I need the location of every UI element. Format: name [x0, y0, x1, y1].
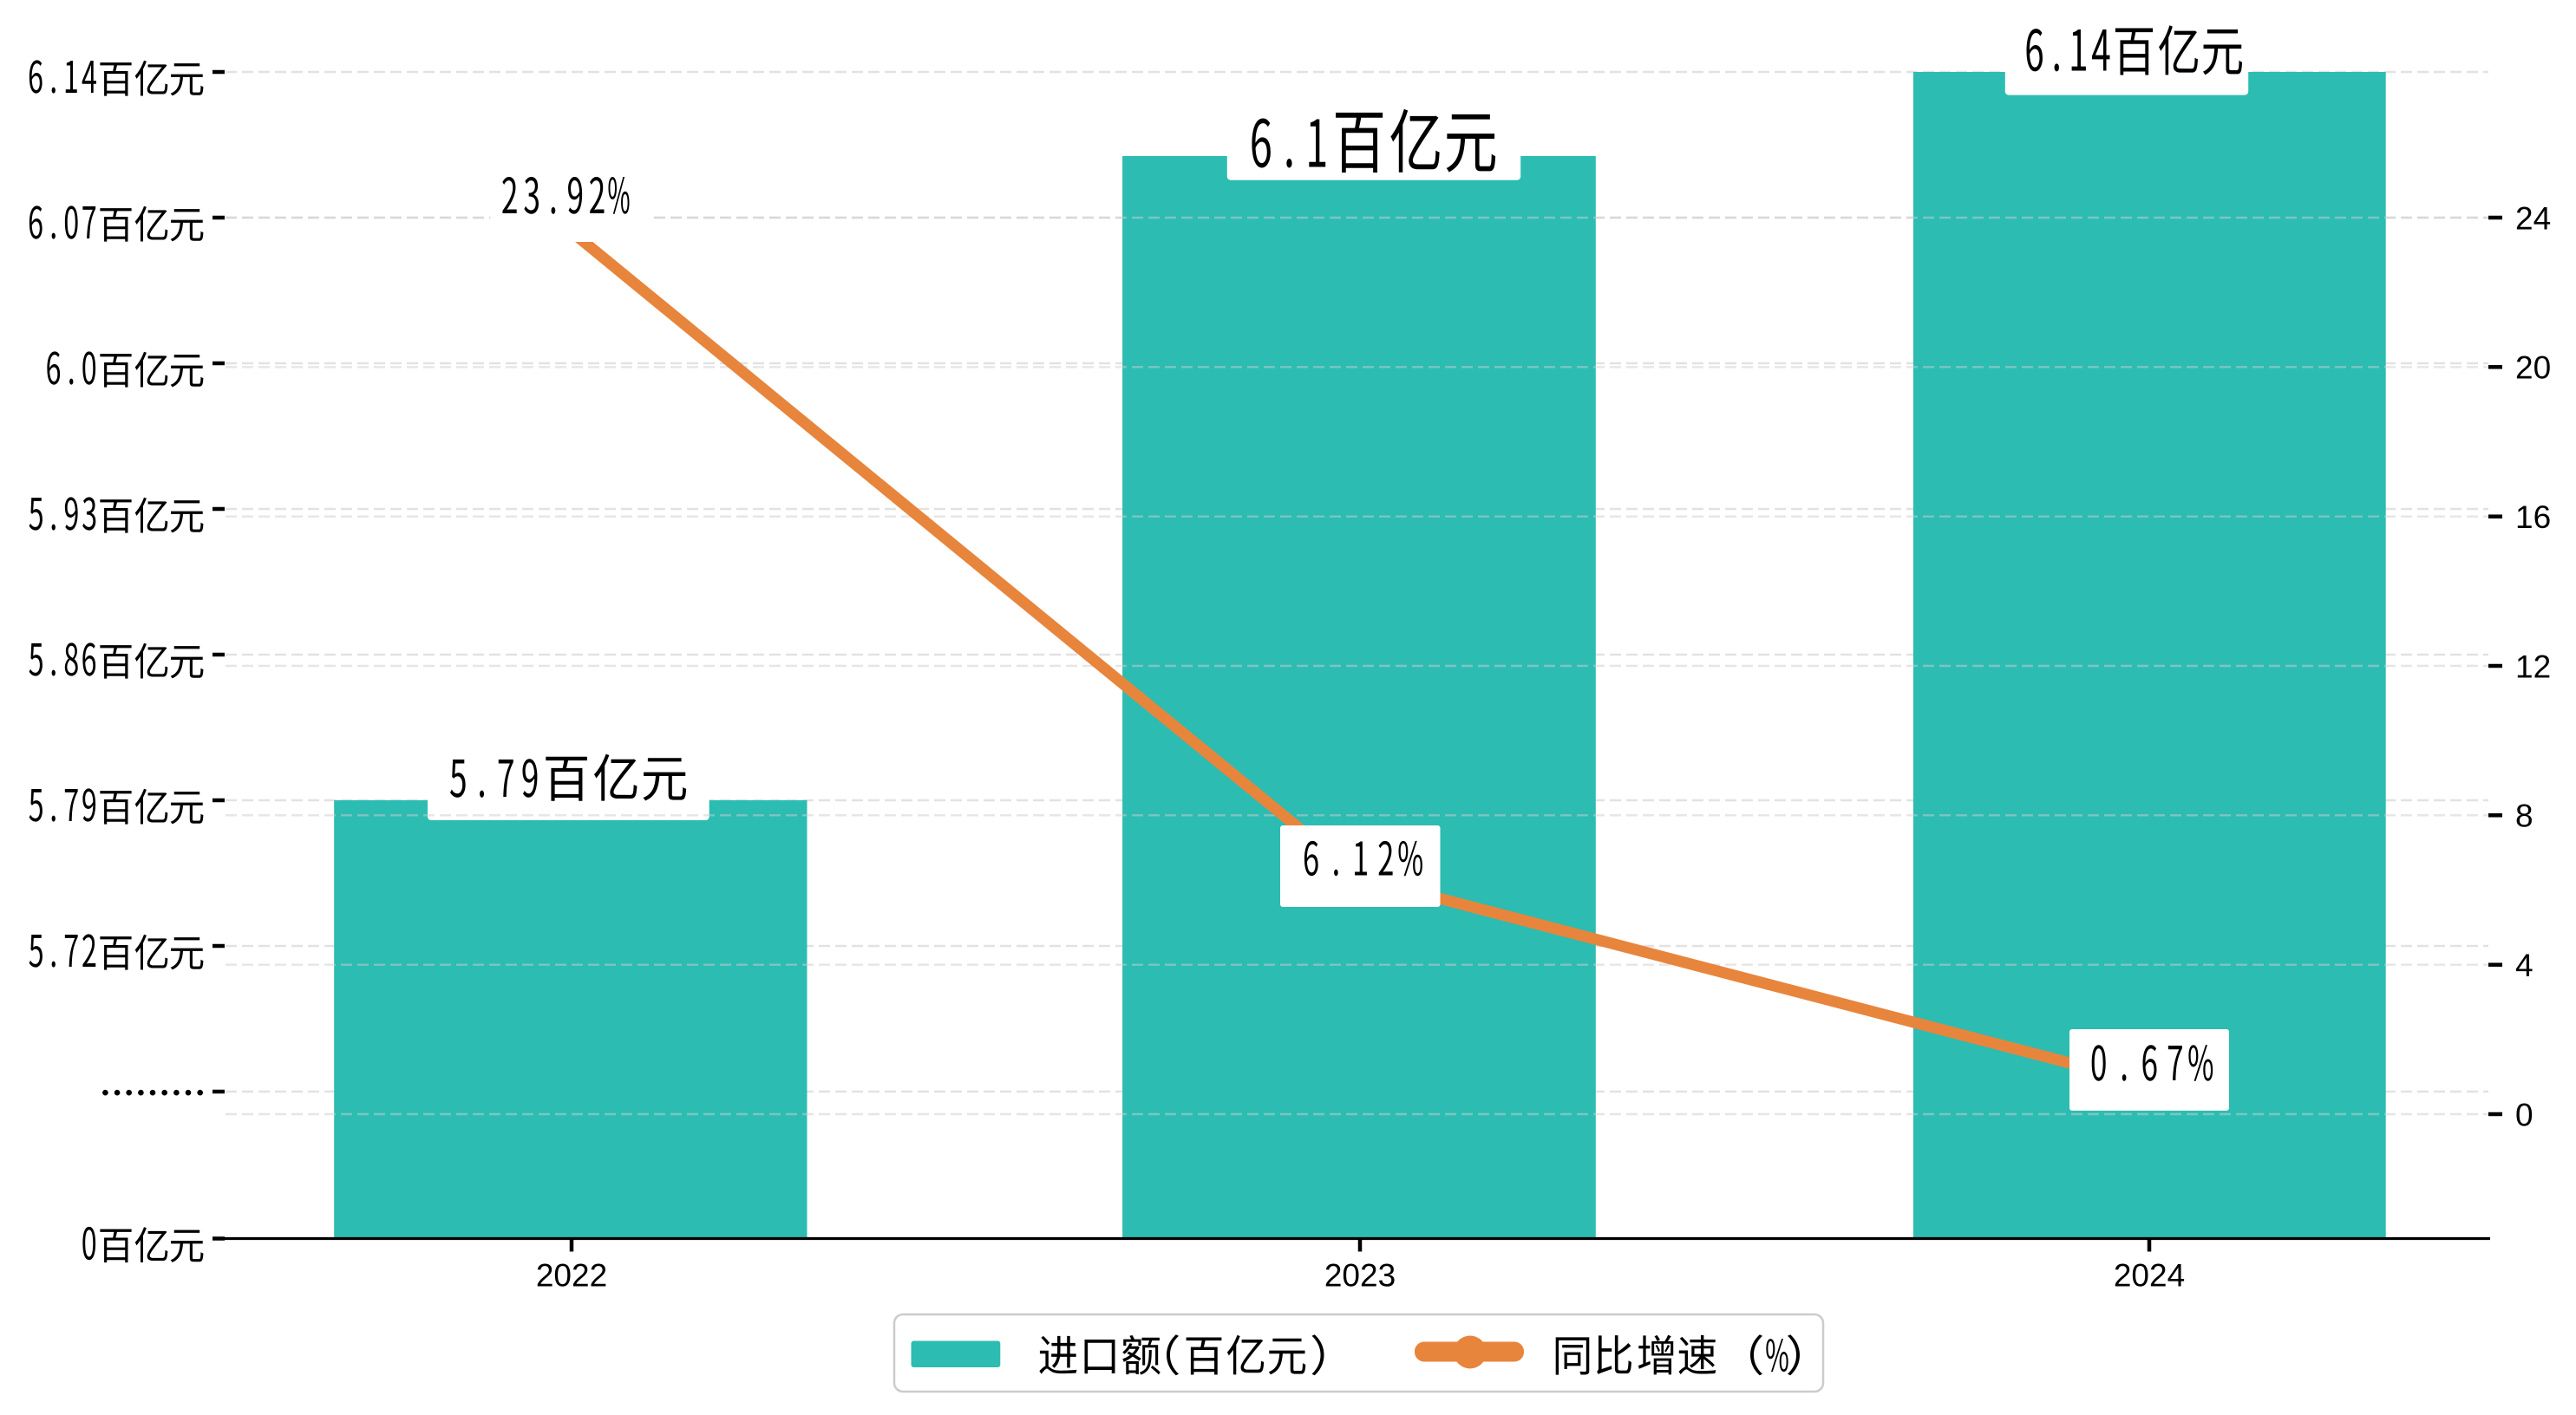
svg-text:16: 16	[2515, 499, 2551, 535]
svg-text:20: 20	[2515, 350, 2551, 386]
svg-text:12: 12	[2515, 649, 2551, 684]
svg-text:8: 8	[2515, 799, 2534, 834]
svg-text:2023: 2023	[1324, 1258, 1396, 1294]
svg-text:2024: 2024	[2114, 1258, 2185, 1294]
svg-text:0: 0	[2515, 1097, 2534, 1132]
svg-text:24: 24	[2515, 200, 2551, 236]
svg-text:2022: 2022	[536, 1258, 607, 1294]
svg-text:4: 4	[2515, 948, 2534, 983]
